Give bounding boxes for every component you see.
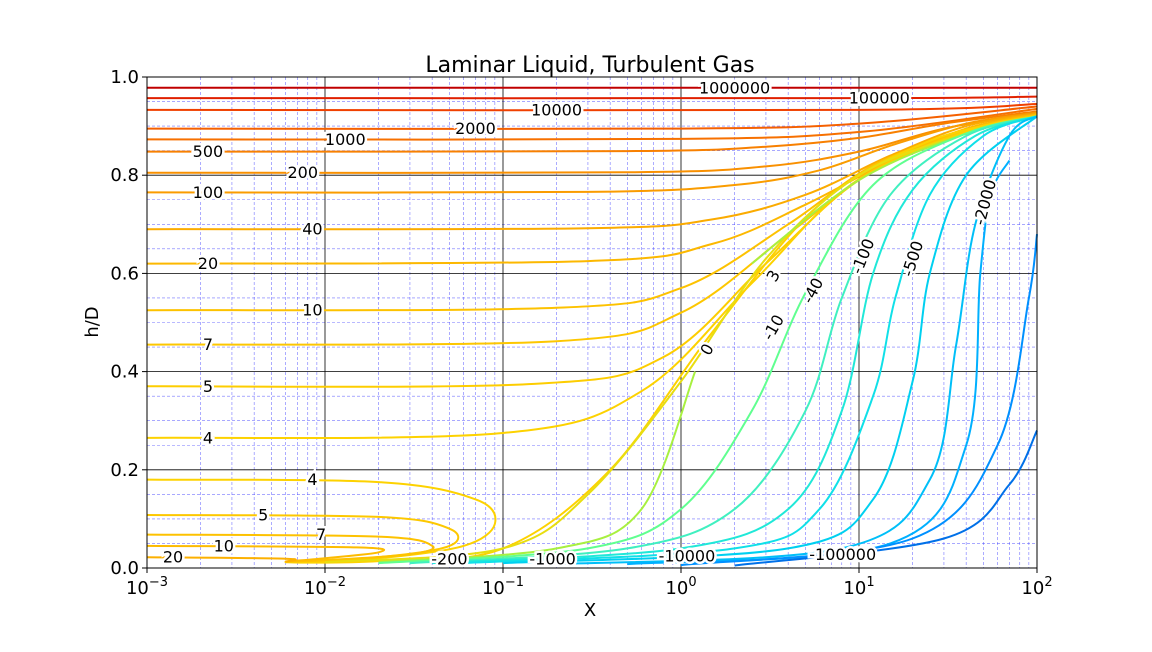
y-tick-label: 0.2	[110, 460, 139, 481]
contour-label: 40	[302, 220, 322, 239]
y-tick-label: 1.0	[110, 67, 139, 88]
contour-line	[680, 233, 1038, 567]
contour-label: 20	[163, 548, 183, 567]
contour-label: -200	[431, 550, 467, 569]
contour-line	[146, 112, 1038, 231]
contour-line	[146, 110, 1038, 153]
contour-line	[146, 544, 386, 563]
contour-line	[378, 371, 697, 564]
contour-label: 7	[316, 525, 326, 544]
contour-label: -100000	[809, 545, 876, 564]
contour-line	[463, 115, 1038, 565]
plot-frame	[146, 76, 1038, 569]
contour-label: -1000	[529, 550, 576, 569]
y-tick-label: 0.4	[110, 362, 139, 383]
contour-label: 10	[214, 536, 234, 555]
y-tick-label: 0.0	[110, 558, 139, 579]
contour-label: 100	[193, 183, 224, 202]
contour-line	[146, 107, 1038, 141]
contour-label: 1000	[325, 130, 366, 149]
contour-line	[734, 430, 1038, 567]
x-tick-label: 10−3	[126, 575, 168, 599]
contour-label: 10000	[531, 100, 582, 119]
contour-line	[146, 103, 1038, 112]
contour-line	[146, 556, 297, 563]
x-axis-label: X	[584, 600, 596, 621]
y-tick-label: 0.8	[110, 165, 139, 186]
contour-label: 10	[302, 301, 322, 320]
contour-label: 200	[287, 163, 318, 182]
y-axis-label: h/D	[82, 306, 103, 337]
contour-line	[378, 115, 1038, 565]
chart-title: Laminar Liquid, Turbulent Gas	[425, 53, 754, 78]
contour-label: -10000	[659, 547, 716, 566]
contour-label: 100000	[849, 89, 910, 108]
series-group	[146, 86, 1038, 567]
contour-label: 2000	[455, 119, 496, 138]
contour-label: 4	[307, 470, 317, 489]
contour-line	[432, 115, 1038, 565]
contour-line	[409, 115, 1038, 565]
contour-line	[502, 115, 1038, 565]
contour-line	[146, 95, 1038, 100]
y-tick-label: 0.6	[110, 263, 139, 284]
contour-label: 7	[203, 335, 213, 354]
contour-label: 20	[198, 254, 218, 273]
contour-label: 4	[203, 428, 213, 447]
contour-label: 1000000	[699, 78, 770, 97]
contour-line	[146, 105, 1038, 130]
contour-line	[324, 115, 1038, 564]
contour-line	[146, 111, 1038, 194]
contour-label: 5	[203, 377, 213, 396]
contour-line	[146, 533, 435, 563]
contour-label: 5	[258, 505, 268, 524]
contour-line	[556, 115, 1038, 566]
contour-label: 500	[193, 142, 224, 161]
